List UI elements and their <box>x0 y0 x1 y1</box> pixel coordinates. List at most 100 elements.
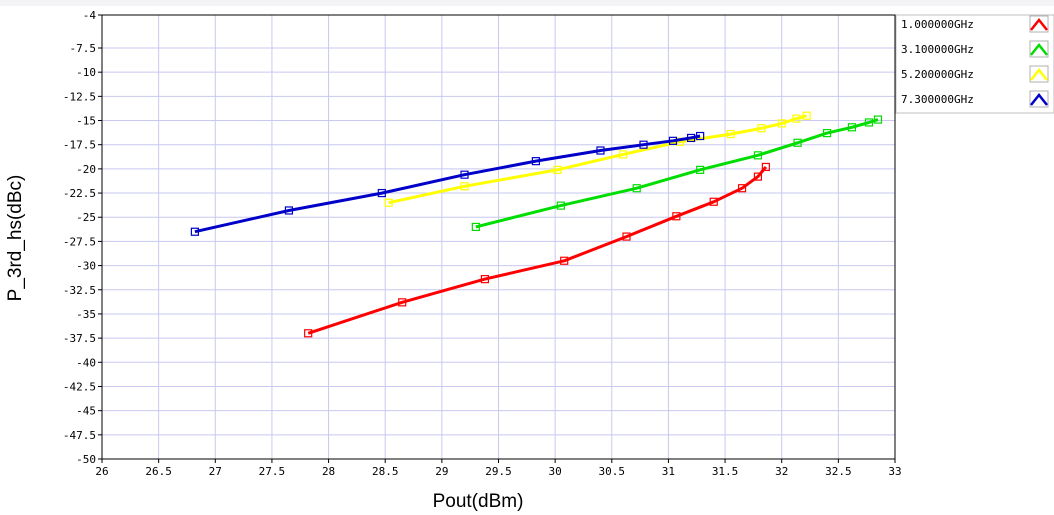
legend-label: 5.200000GHz <box>901 68 974 81</box>
data-point <box>556 201 565 210</box>
y-tick-labels: -4 -7.5 -10 -12.5 -15 -17.5 -20 -22.5 -25 -27.5 -3… <box>63 9 96 466</box>
series-4 <box>190 131 705 236</box>
series-3 <box>384 111 811 207</box>
y-tick-label: -20 <box>76 163 96 176</box>
y-tick-label: -25 <box>76 211 96 224</box>
y-tick-label: -50 <box>76 453 96 466</box>
data-point <box>639 140 648 149</box>
x-tick-label: 32.5 <box>825 465 852 478</box>
y-tick-label: -12.5 <box>63 90 96 103</box>
y-tick-label: -47.5 <box>63 429 96 442</box>
y-tick-label: -30 <box>76 260 96 273</box>
y-tick-label: -15 <box>76 115 96 128</box>
plot-frame <box>101 14 896 460</box>
data-point <box>696 165 705 174</box>
legend-swatch <box>1029 65 1049 83</box>
data-point <box>619 150 628 159</box>
legend-label: 3.100000GHz <box>901 43 974 56</box>
y-tick-label: -7.5 <box>70 42 97 55</box>
data-point <box>753 151 763 160</box>
data-point <box>460 170 469 179</box>
data-point <box>792 114 801 123</box>
data-point <box>377 188 386 198</box>
data-point <box>560 256 569 265</box>
legend: 1.000000GHz 3.100000GHz 5.200000GHz 7.30000… <box>895 14 1054 114</box>
data-point <box>384 198 393 207</box>
x-tick-label: 31 <box>662 465 675 478</box>
x-tick-label: 33 <box>888 465 901 478</box>
background-shade <box>0 0 1054 6</box>
y-tick-label: -42.5 <box>63 380 96 393</box>
data-point <box>726 129 735 139</box>
legend-swatch <box>1029 40 1049 58</box>
y-tick-label: -27.5 <box>63 235 96 248</box>
series-line <box>388 114 808 205</box>
x-tick-label: 29.5 <box>485 465 512 478</box>
data-point <box>864 118 874 127</box>
x-tick-label: 28.5 <box>372 465 399 478</box>
data-point <box>531 157 540 166</box>
x-tick-label: 31.5 <box>712 465 739 478</box>
data-point <box>761 162 770 172</box>
data-point <box>793 138 802 147</box>
x-tick-label: 26.5 <box>145 465 172 478</box>
x-tick-label: 27.5 <box>259 465 286 478</box>
data-point <box>471 222 480 232</box>
data-point <box>709 197 718 206</box>
data-point <box>757 124 766 133</box>
data-point <box>480 275 490 284</box>
y-axis-title: P_3rd_hs(dBc) <box>5 175 26 302</box>
x-tick-label: 30.5 <box>599 465 626 478</box>
legend-label: 7.300000GHz <box>901 93 974 106</box>
x-tick-labels: 26 26.5 27 27.5 28 28.5 29 29.5 30 30.5 31 31.5 32 32… <box>95 465 901 478</box>
data-point <box>622 232 631 241</box>
legend-label: 1.000000GHz <box>901 18 974 31</box>
y-tick-label: -22.5 <box>63 187 96 200</box>
series-2 <box>471 115 883 232</box>
y-tick-label: -32.5 <box>63 284 96 297</box>
grid <box>98 14 896 463</box>
data-point <box>632 184 641 193</box>
data-point <box>822 129 832 138</box>
data-point <box>398 298 407 307</box>
y-tick-label: -10 <box>76 66 96 79</box>
legend-swatch <box>1029 15 1049 33</box>
y-tick-label: -35 <box>76 308 96 321</box>
series-line <box>194 134 701 234</box>
x-tick-label: 26 <box>95 465 108 478</box>
x-tick-label: 29 <box>435 465 448 478</box>
y-tick-label: -4 <box>83 9 97 22</box>
data-point <box>668 136 678 145</box>
x-tick-label: 32 <box>775 465 788 478</box>
series-1 <box>304 162 770 338</box>
data-point <box>672 212 681 221</box>
data-point <box>873 115 883 124</box>
series-group <box>190 111 883 338</box>
data-point <box>802 111 811 120</box>
x-axis-title: Pout(dBm) <box>433 491 524 512</box>
x-tick-label: 30 <box>549 465 562 478</box>
data-point <box>553 165 562 174</box>
legend-swatch <box>1029 90 1049 108</box>
data-point <box>847 123 857 132</box>
y-tick-label: -37.5 <box>63 332 96 345</box>
data-point <box>596 146 605 155</box>
series-line <box>307 165 768 335</box>
legend-box <box>895 14 1054 114</box>
data-point <box>284 206 294 215</box>
y-tick-label: -17.5 <box>63 139 96 152</box>
data-point <box>460 182 469 191</box>
data-point <box>304 329 313 338</box>
data-point <box>753 172 763 181</box>
data-point <box>190 227 199 236</box>
data-point <box>737 184 747 193</box>
x-tick-label: 28 <box>322 465 335 478</box>
y-tick-label: -45 <box>76 405 96 418</box>
y-tick-label: -40 <box>76 356 96 369</box>
series-line <box>475 118 879 229</box>
data-point <box>686 133 696 143</box>
data-point <box>696 131 705 141</box>
data-point <box>777 119 786 128</box>
x-tick-label: 27 <box>209 465 222 478</box>
